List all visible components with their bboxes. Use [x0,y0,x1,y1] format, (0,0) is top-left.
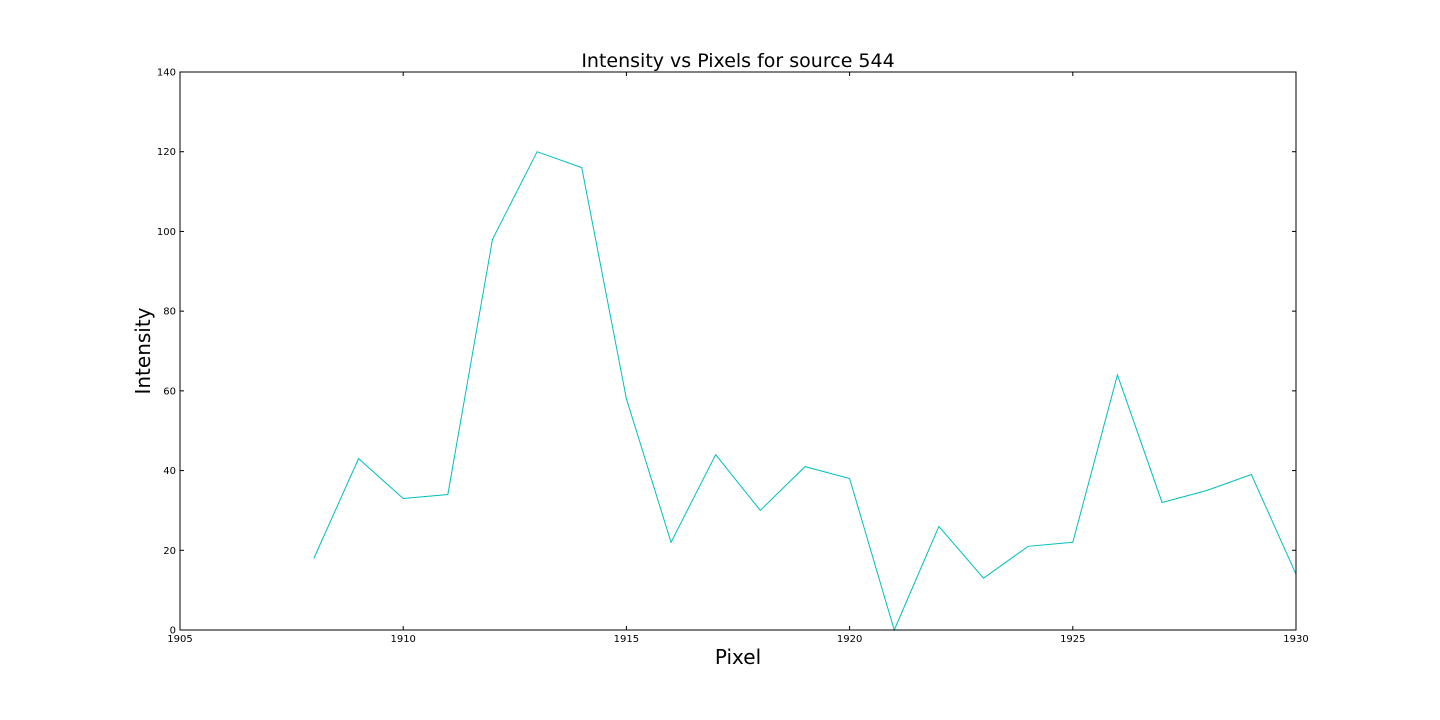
x-axis-label: Pixel [715,645,761,669]
x-tick-label: 1925 [1060,634,1085,645]
data-point [759,509,762,512]
data-point [670,541,673,544]
y-axis-label: Intensity [131,307,155,394]
chart-title: Intensity vs Pixels for source 544 [581,50,894,72]
x-tick-label: 1905 [167,634,192,645]
series-line [313,151,1297,632]
data-point [714,453,717,456]
data-point [1116,373,1119,376]
plot-frame [179,71,1297,631]
data-point [357,457,360,460]
y-tick-label: 60 [163,386,176,397]
axis-ticks: 1905 1910 1915 1920 1925 1930 0 20 40 60 80 100 120 1… [157,68,1309,646]
y-tick-label: 100 [157,227,176,238]
y-tick-label: 0 [170,626,176,637]
data-point [402,497,405,500]
x-tick-label: 1920 [837,634,862,645]
data-point [491,238,494,241]
y-tick-label: 20 [163,546,176,557]
y-tick-label: 140 [157,68,176,79]
data-point [625,397,628,400]
y-tick-label: 80 [163,307,176,318]
data-point [803,465,806,468]
data-point [1071,541,1074,544]
data-point [536,150,539,153]
data-point [848,477,851,480]
data-point [937,525,940,528]
data-point [446,493,449,496]
data-point [982,577,985,580]
x-tick-label: 1915 [614,634,639,645]
y-tick-label: 120 [157,147,176,158]
data-point [1205,489,1208,492]
y-tick-label: 40 [163,466,176,477]
x-tick-label: 1930 [1283,634,1308,645]
series-layer [312,150,1297,632]
data-point [580,166,583,169]
data-point [1027,545,1030,548]
x-tick-label: 1910 [390,634,415,645]
data-point [1250,473,1253,476]
data-point [312,557,315,560]
data-point [1161,501,1164,504]
